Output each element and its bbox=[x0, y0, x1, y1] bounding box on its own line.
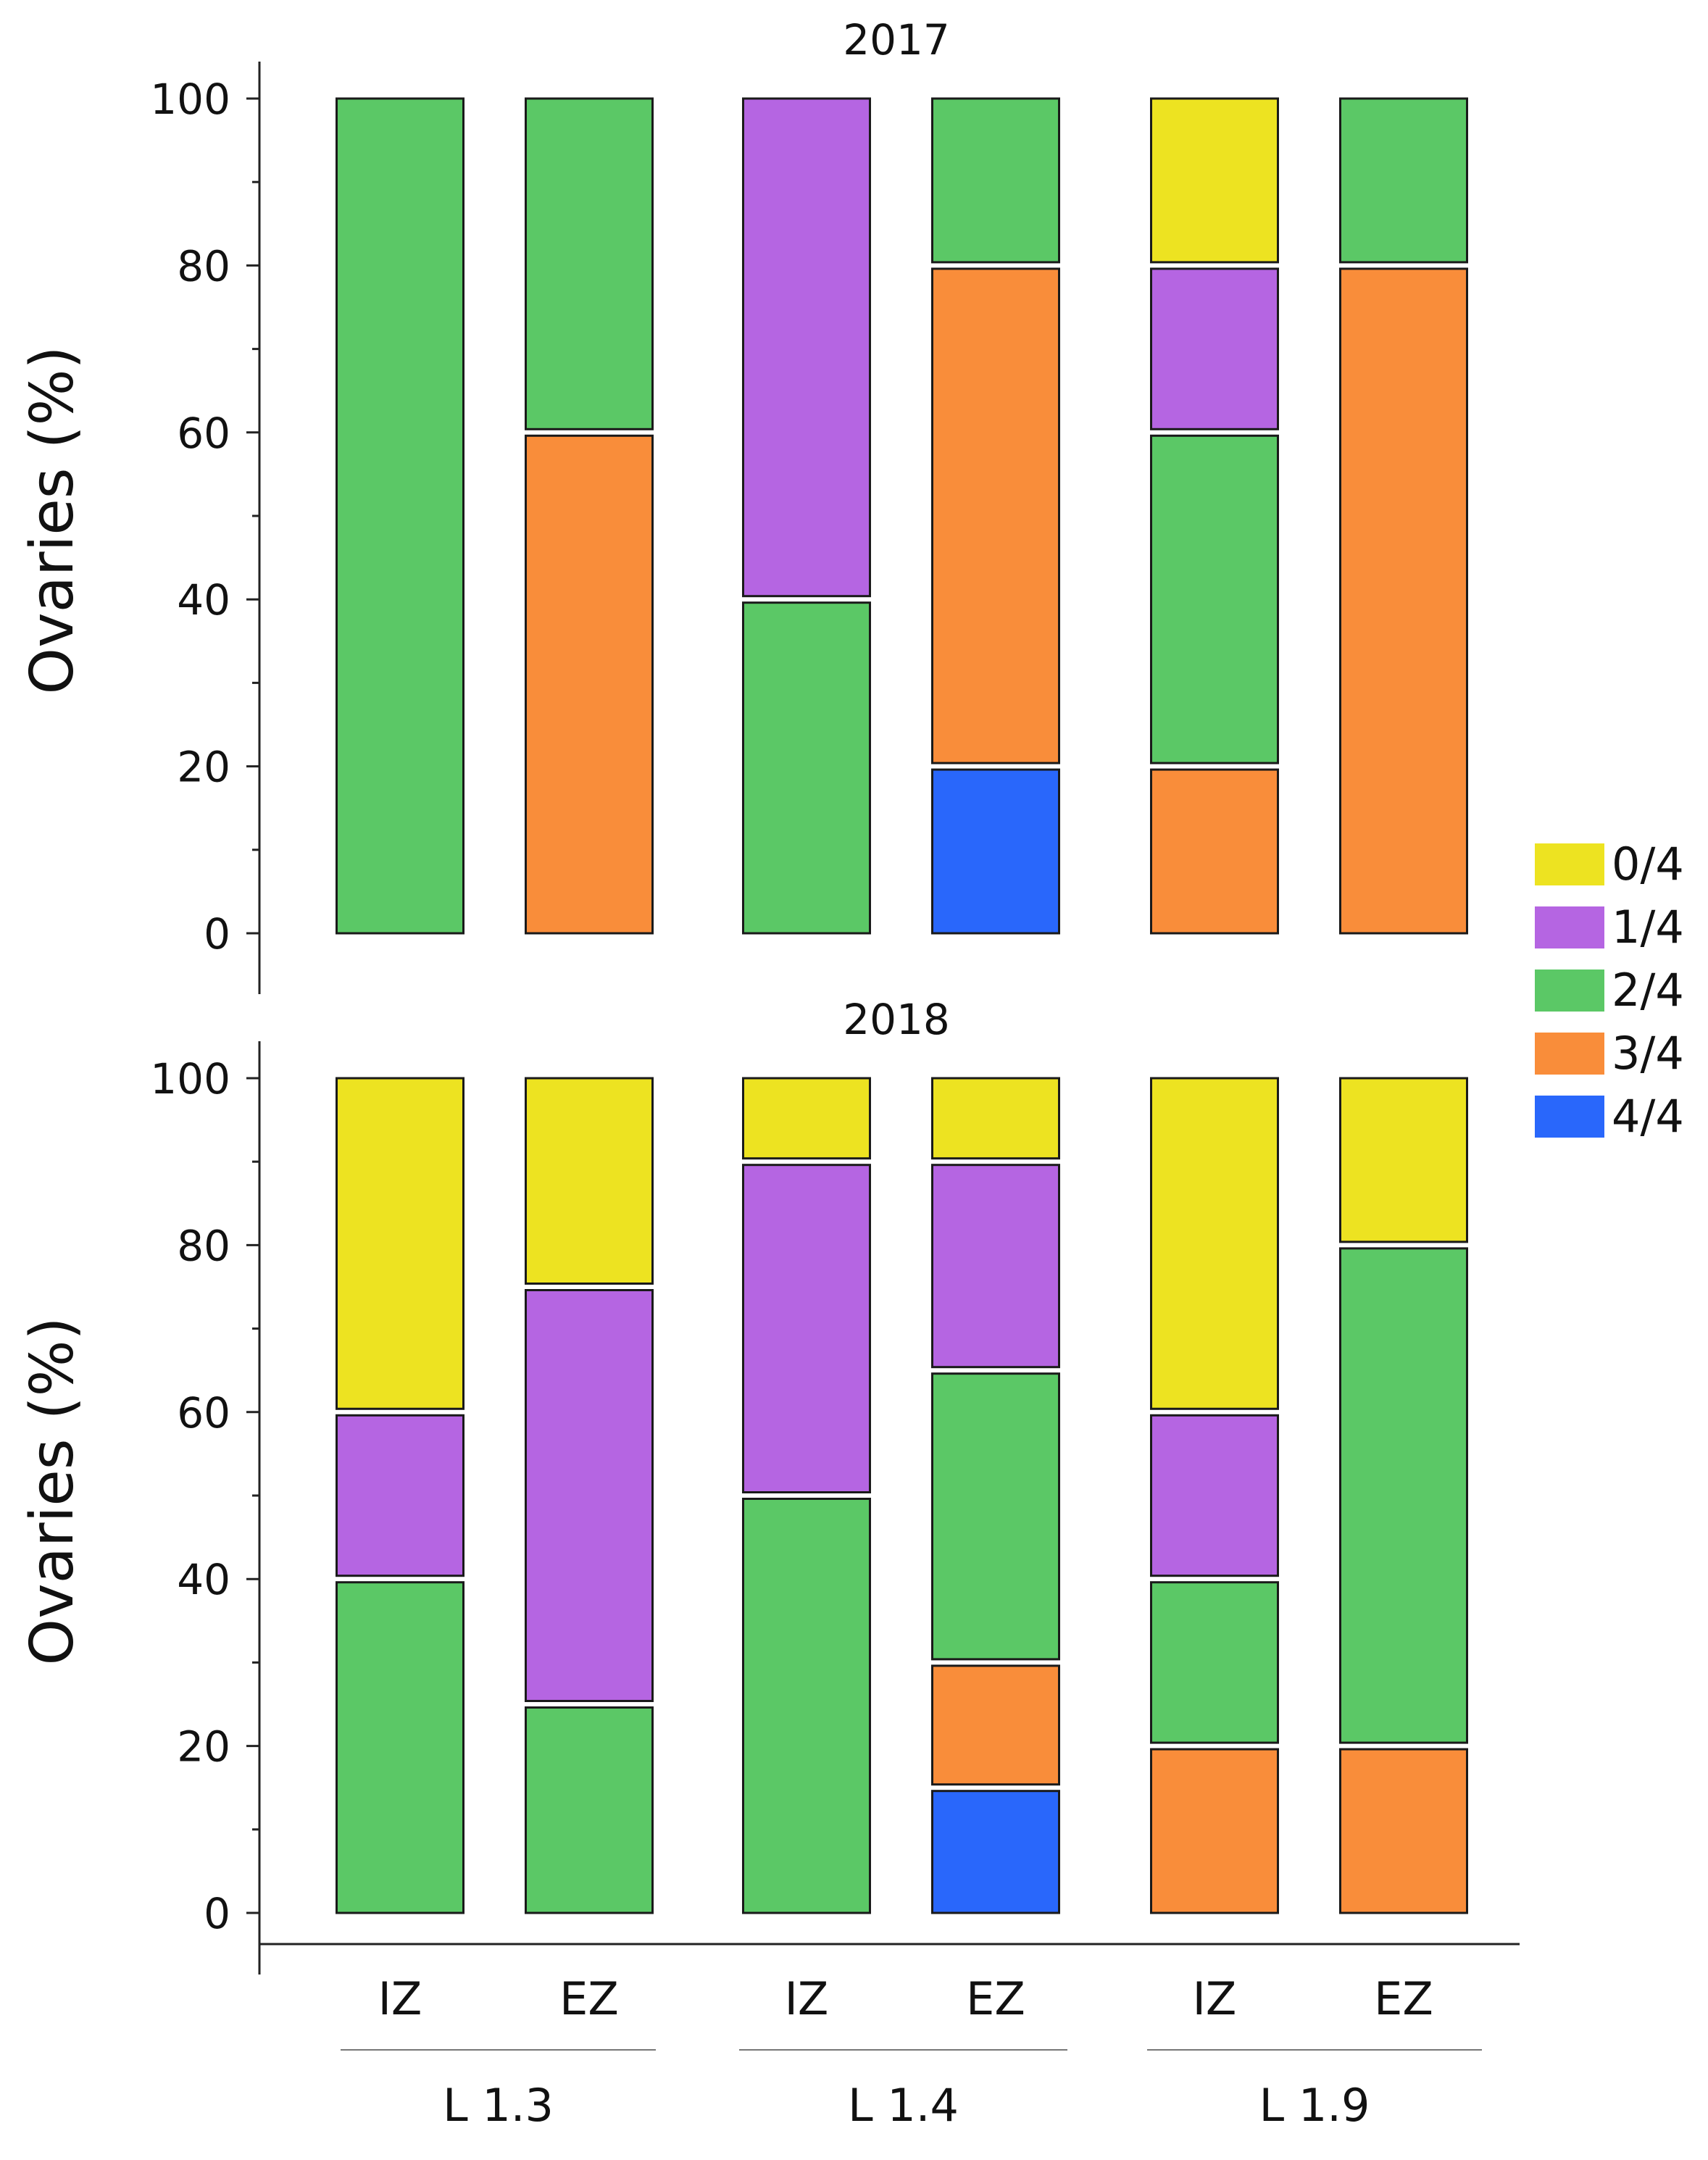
bar-segment-1-of-4 bbox=[931, 1164, 1060, 1369]
bar-segment-0-of-4 bbox=[525, 1077, 654, 1285]
bar-segment-1-of-4 bbox=[525, 1289, 654, 1702]
legend-entry: 0/4 bbox=[1535, 838, 1684, 891]
bar-segment-3-of-4 bbox=[1150, 768, 1279, 935]
y-tick-label: 80 bbox=[177, 241, 230, 291]
bar-segment-0-of-4 bbox=[1150, 97, 1279, 264]
bar-segment-2-of-4 bbox=[742, 601, 871, 935]
panels-layer: 2017 0 20 40 60 80 100 Ovaries (%) 2018 0 20 40 60 80… bbox=[18, 15, 1468, 1975]
bar-segment-1-of-4 bbox=[742, 1164, 871, 1493]
x-tick-label: IZ bbox=[1193, 1972, 1237, 2025]
bar-segment-1-of-4 bbox=[336, 1414, 465, 1577]
legend-swatch bbox=[1535, 906, 1604, 948]
y-tick-label: 40 bbox=[177, 575, 230, 625]
bar-L1.4-EZ bbox=[931, 1077, 1060, 1914]
legend-swatch bbox=[1535, 1033, 1604, 1075]
bar-segment-3-of-4 bbox=[1339, 267, 1468, 935]
y-tick-label: 100 bbox=[150, 75, 230, 124]
bar-segment-2-of-4 bbox=[1150, 1581, 1279, 1744]
bar-segment-2-of-4 bbox=[931, 97, 1060, 264]
panel-title: 2018 bbox=[843, 995, 950, 1044]
group-label: L 1.4 bbox=[848, 2079, 959, 2132]
group-label: L 1.3 bbox=[443, 2079, 554, 2132]
y-tick-label: 20 bbox=[177, 1722, 230, 1772]
legend-swatch bbox=[1535, 1096, 1604, 1138]
bar-segment-3-of-4 bbox=[931, 267, 1060, 764]
bar-segment-0-of-4 bbox=[931, 1077, 1060, 1160]
bar-segment-2-of-4 bbox=[525, 97, 654, 430]
y-tick-label: 60 bbox=[177, 1388, 230, 1438]
bar-segment-3-of-4 bbox=[525, 434, 654, 935]
bar-L1.9-IZ bbox=[1150, 1077, 1279, 1914]
x-axis: IZ EZ IZ EZ IZ EZ L 1.3 L 1.4 L 1.9 bbox=[259, 1943, 1520, 2132]
x-tick-label: EZ bbox=[966, 1972, 1025, 2025]
legend: 0/4 1/4 2/4 3/4 4/4 bbox=[1535, 838, 1684, 1143]
bar-segment-2-of-4 bbox=[1150, 434, 1279, 764]
x-tick-label: IZ bbox=[378, 1972, 422, 2025]
bar-segment-3-of-4 bbox=[1339, 1748, 1468, 1914]
x-tick-label: EZ bbox=[1374, 1972, 1433, 2025]
bar-L1.9-IZ bbox=[1150, 97, 1279, 935]
x-tick-label: EZ bbox=[559, 1972, 619, 2025]
legend-label: 3/4 bbox=[1612, 1027, 1684, 1080]
panel-2017: 2017 0 20 40 60 80 100 Ovaries (%) bbox=[18, 15, 1468, 994]
y-tick-label: 0 bbox=[204, 909, 230, 959]
bar-segment-2-of-4 bbox=[1339, 97, 1468, 264]
y-tick-label: 60 bbox=[177, 409, 230, 458]
y-tick-label: 100 bbox=[150, 1054, 230, 1104]
y-axis-label: Ovaries (%) bbox=[18, 346, 87, 695]
bar-L1.4-EZ bbox=[931, 97, 1060, 935]
legend-label: 1/4 bbox=[1612, 901, 1684, 954]
bar-L1.3-EZ bbox=[525, 1077, 654, 1914]
bar-segment-1-of-4 bbox=[1150, 1414, 1279, 1577]
bar-segment-2-of-4 bbox=[742, 1498, 871, 1914]
y-tick-label: 80 bbox=[177, 1221, 230, 1270]
bar-L1.4-IZ bbox=[742, 97, 871, 935]
legend-swatch bbox=[1535, 970, 1604, 1012]
bar-L1.9-EZ bbox=[1339, 1077, 1468, 1914]
bar-segment-3-of-4 bbox=[931, 1664, 1060, 1786]
bar-segment-0-of-4 bbox=[1150, 1077, 1279, 1410]
legend-swatch bbox=[1535, 843, 1604, 885]
y-tick-label: 0 bbox=[204, 1889, 230, 1938]
bar-segment-0-of-4 bbox=[742, 1077, 871, 1160]
legend-label: 2/4 bbox=[1612, 964, 1684, 1017]
legend-label: 0/4 bbox=[1612, 838, 1684, 891]
y-axis-label: Ovaries (%) bbox=[18, 1317, 87, 1666]
panel-title: 2017 bbox=[843, 15, 950, 64]
bar-L1.9-EZ bbox=[1339, 97, 1468, 935]
y-tick-label: 40 bbox=[177, 1555, 230, 1604]
bar-segment-4-of-4 bbox=[931, 1790, 1060, 1914]
y-tick-label: 20 bbox=[177, 743, 230, 792]
bar-L1.3-IZ bbox=[336, 1077, 465, 1914]
legend-entry: 2/4 bbox=[1535, 964, 1684, 1017]
legend-entry: 4/4 bbox=[1535, 1090, 1684, 1143]
bar-segment-4-of-4 bbox=[931, 768, 1060, 935]
bar-segment-2-of-4 bbox=[1339, 1247, 1468, 1744]
bar-segment-2-of-4 bbox=[525, 1706, 654, 1914]
bar-L1.3-EZ bbox=[525, 97, 654, 935]
bar-segment-2-of-4 bbox=[931, 1372, 1060, 1661]
bar-segment-0-of-4 bbox=[336, 1077, 465, 1410]
bar-segment-1-of-4 bbox=[742, 97, 871, 598]
x-tick-label: IZ bbox=[785, 1972, 829, 2025]
bar-L1.3-IZ bbox=[336, 97, 465, 935]
bar-segment-1-of-4 bbox=[1150, 267, 1279, 430]
legend-entry: 3/4 bbox=[1535, 1027, 1684, 1080]
bar-segment-2-of-4 bbox=[336, 97, 465, 935]
legend-label: 4/4 bbox=[1612, 1090, 1684, 1143]
bar-segment-2-of-4 bbox=[336, 1581, 465, 1914]
legend-entry: 1/4 bbox=[1535, 901, 1684, 954]
panel-2018: 2018 0 20 40 60 80 100 Ovaries (%) bbox=[18, 995, 1468, 1975]
bar-L1.4-IZ bbox=[742, 1077, 871, 1914]
bar-segment-0-of-4 bbox=[1339, 1077, 1468, 1243]
group-label: L 1.9 bbox=[1259, 2079, 1370, 2132]
bar-segment-3-of-4 bbox=[1150, 1748, 1279, 1914]
